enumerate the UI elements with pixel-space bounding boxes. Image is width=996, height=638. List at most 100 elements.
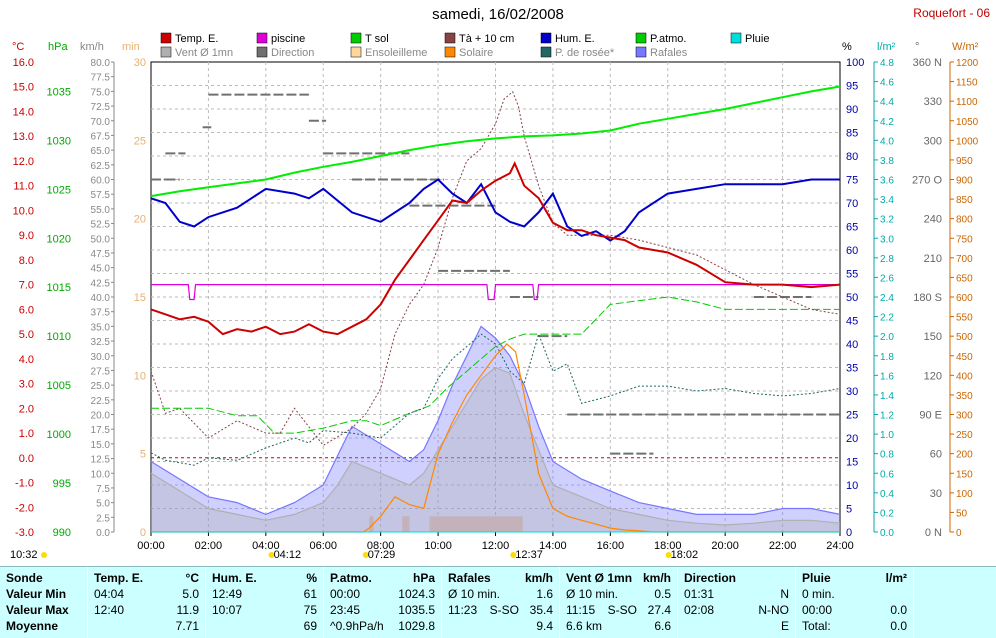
- tick-label-kmh: 70.0: [91, 117, 111, 128]
- tick-label-kmh: 27.5: [91, 366, 111, 377]
- tick-label-kmh: 45.0: [91, 264, 111, 275]
- tick-label-wm2: 150: [956, 469, 973, 480]
- footer-value: 0.5: [654, 587, 671, 601]
- tick-label-pct: 35: [846, 363, 858, 375]
- tick-label-deg: 30: [930, 488, 942, 500]
- tick-label-time: 22:00: [769, 540, 797, 552]
- tick-label-pct: 60: [846, 245, 858, 257]
- tick-label-kmh: 42.5: [91, 278, 111, 289]
- tick-label-lm2: 2.4: [880, 293, 894, 304]
- legend-label: Solaire: [459, 47, 493, 59]
- tick-label-temp: 5.0: [19, 329, 34, 341]
- footer-value: 1.6: [536, 587, 553, 601]
- tick-label-lm2: 3.8: [880, 156, 894, 167]
- tick-label-kmh: 65.0: [91, 146, 111, 157]
- footer-value: ^0.9hPa/h: [330, 619, 384, 633]
- tick-label-temp: 15.0: [13, 82, 34, 94]
- footer-title: Sonde: [6, 571, 43, 585]
- footer-header-row: P.atmo.hPa: [324, 571, 441, 587]
- footer-title: Pluie: [802, 571, 831, 585]
- tick-label-wm2: 950: [956, 156, 973, 167]
- footer-row: 11:23 S-SO 35.4: [442, 603, 559, 619]
- tick-label-temp: 7.0: [19, 280, 34, 292]
- tick-label-kmh: 5.0: [96, 499, 110, 510]
- tick-label-lm2: 1.2: [880, 411, 894, 422]
- footer-value: 02:08: [684, 603, 714, 617]
- tick-label-min: 30: [134, 57, 146, 69]
- tick-label-pct: 90: [846, 104, 858, 116]
- tick-label-temp: 16.0: [13, 57, 34, 69]
- tick-label-deg: 270 O: [912, 175, 942, 187]
- axis-unit-lm2: l/m²: [877, 41, 896, 53]
- tick-label-kmh: 57.5: [91, 190, 111, 201]
- tick-label-wm2: 50: [956, 508, 968, 519]
- tick-label-temp: 1.0: [19, 428, 34, 440]
- axis-unit-deg: °: [915, 41, 919, 53]
- footer-title: Rafales: [448, 571, 491, 585]
- tick-label-lm2: 4.6: [880, 78, 894, 89]
- tick-label-kmh: 77.5: [91, 73, 111, 84]
- axis-unit-min: min: [122, 41, 140, 53]
- tick-label-hpa: 990: [53, 527, 71, 539]
- tick-label-temp: 13.0: [13, 131, 34, 143]
- footer-header-row: Temp. E.°C: [88, 571, 205, 587]
- footer-row: ^0.9hPa/h 1029.8: [324, 619, 441, 635]
- footer-value: 35.4: [530, 603, 553, 617]
- footer-value: 6.6 km: [566, 619, 602, 633]
- tick-label-temp: 11.0: [13, 181, 34, 193]
- tick-label-pct: 85: [846, 128, 858, 140]
- legend-swatch: [257, 47, 267, 57]
- legend-label: Direction: [271, 47, 314, 59]
- legend-label: piscine: [271, 33, 305, 45]
- tick-label-time: 12:00: [482, 540, 510, 552]
- tick-label-lm2: 1.8: [880, 352, 894, 363]
- tick-label-wm2: 0: [956, 528, 962, 539]
- tick-label-time: 00:00: [137, 540, 165, 552]
- legend-swatch: [541, 47, 551, 57]
- tick-label-temp: 8.0: [19, 255, 34, 267]
- tick-label-min: 15: [134, 292, 146, 304]
- footer-value: 27.4: [648, 603, 671, 617]
- footer-row: Ø 10 min.0.5: [560, 587, 677, 603]
- footer-value: 04:04: [94, 587, 124, 601]
- tick-label-time: 06:00: [309, 540, 337, 552]
- footer-value: 75: [304, 603, 317, 617]
- tick-label-hpa: 1015: [47, 282, 71, 294]
- footer-value: 7.71: [176, 619, 199, 633]
- footer-unit: °C: [186, 571, 199, 585]
- legend-label: P. de rosée*: [555, 47, 615, 59]
- time-marker-label: 04:12: [274, 549, 302, 561]
- tick-label-pct: 75: [846, 175, 858, 187]
- legend-label: P.atmo.: [650, 33, 687, 45]
- legend-swatch: [636, 47, 646, 57]
- legend-swatch: [161, 33, 171, 43]
- footer-row: Valeur Max: [0, 603, 87, 619]
- tick-label-lm2: 4.2: [880, 117, 894, 128]
- tick-label-wm2: 650: [956, 273, 973, 284]
- footer-value: 11:23: [448, 603, 477, 617]
- footer-value: S-SO: [490, 603, 519, 617]
- footer-value: 1035.5: [398, 603, 435, 617]
- tick-label-pct: 45: [846, 316, 858, 328]
- tick-label-deg: 90 E: [919, 410, 942, 422]
- tick-label-pct: 30: [846, 386, 858, 398]
- tick-label-lm2: 1.6: [880, 371, 894, 382]
- footer-header-row: Hum. E.%: [206, 571, 323, 587]
- tick-label-lm2: 3.0: [880, 234, 894, 245]
- footer-value: 0.0: [890, 619, 907, 633]
- tick-label-lm2: 3.2: [880, 215, 894, 226]
- tick-label-pct: 100: [846, 57, 864, 69]
- footer-value: S-SO: [608, 603, 637, 617]
- axis-unit-temp: °C: [12, 41, 24, 53]
- tick-label-kmh: 2.5: [96, 513, 110, 524]
- legend-label: T sol: [365, 33, 389, 45]
- footer-value: 1029.8: [398, 619, 435, 633]
- tick-label-kmh: 47.5: [91, 249, 111, 260]
